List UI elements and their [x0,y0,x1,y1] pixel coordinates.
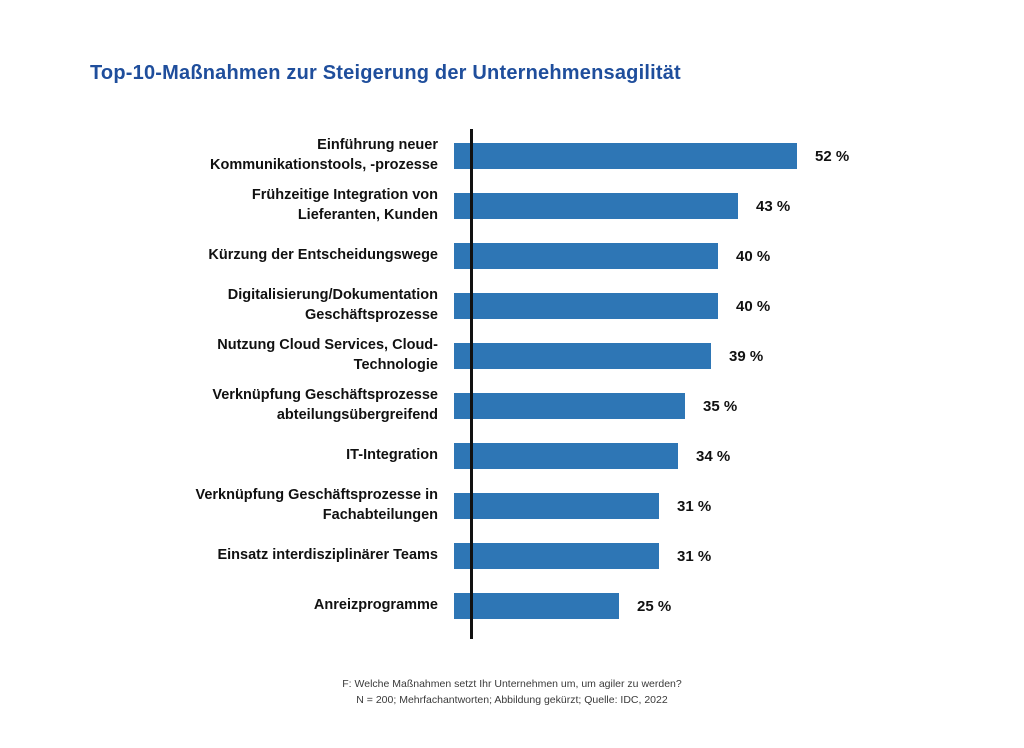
value-label: 39 % [729,347,764,365]
bar [454,343,711,369]
category-label: Kürzung der Entscheidungswege [208,247,438,264]
category-label: Digitalisierung/Dokumentation Geschäftsp… [227,287,438,323]
value-label: 43 % [756,197,791,215]
bar-area: 25 % [454,593,671,619]
bar-area: 31 % [454,493,711,519]
bar-row: Einsatz interdisziplinärer Teams 31 % [99,531,849,581]
category-label: Einsatz interdisziplinärer Teams [217,547,438,564]
category-label: IT-Integration [346,447,438,464]
bar-row: IT-Integration 34 % [99,431,849,481]
bar-chart: Einführung neuer Kommunikationstools, -p… [99,129,849,639]
bar [454,243,718,269]
bar [454,543,659,569]
y-axis-line [470,129,473,639]
footnote-source: N = 200; Mehrfachantworten; Abbildung ge… [356,694,668,707]
bar-row: Einführung neuer Kommunikationstools, -p… [99,131,849,181]
bar-row: Kürzung der Entscheidungswege 40 % [99,231,849,281]
chart-title: Top-10-Maßnahmen zur Steigerung der Unte… [90,62,681,84]
bar-area: 39 % [454,343,763,369]
value-label: 35 % [703,397,738,415]
bar-rows: Einführung neuer Kommunikationstools, -p… [99,129,849,639]
category-label: Frühzeitige Integration von Lieferanten,… [251,187,438,223]
category-label: Nutzung Cloud Services, Cloud- Technolog… [217,337,438,373]
value-label: 25 % [637,597,672,615]
bar [454,443,678,469]
bar [454,393,685,419]
bar-area: 52 % [454,143,849,169]
bar-row: Frühzeitige Integration von Lieferanten,… [99,181,849,231]
category-label: Anreizprogramme [313,597,438,614]
bar-row: Digitalisierung/Dokumentation Geschäftsp… [99,281,849,331]
bar-area: 34 % [454,443,730,469]
bar-area: 40 % [454,243,770,269]
value-label: 52 % [815,147,850,165]
category-label: Einführung neuer Kommunikationstools, -p… [209,137,438,173]
value-label: 31 % [677,497,712,515]
bar [454,493,659,519]
category-label: Verknüpfung Geschäftsprozesse in Fachabt… [195,487,438,523]
bar [454,293,718,319]
bar-row: Nutzung Cloud Services, Cloud- Technolog… [99,331,849,381]
value-label: 34 % [696,447,731,465]
value-label: 40 % [736,247,771,265]
bar [454,193,738,219]
bar [454,593,619,619]
bar-area: 43 % [454,193,790,219]
bar-row: Verknüpfung Geschäftsprozesse abteilungs… [99,381,849,431]
bar-area: 31 % [454,543,711,569]
value-label: 40 % [736,297,771,315]
bar-row: Anreizprogramme 25 % [99,581,849,631]
source-note: F: Welche Maßnahmen setzt Ihr Unternehme… [0,676,1024,709]
footnote-question: F: Welche Maßnahmen setzt Ihr Unternehme… [342,678,682,690]
category-label: Verknüpfung Geschäftsprozesse abteilungs… [212,387,438,423]
bar-area: 40 % [454,293,770,319]
bar-area: 35 % [454,393,737,419]
bar [454,143,797,169]
value-label: 31 % [677,547,712,565]
bar-row: Verknüpfung Geschäftsprozesse in Fachabt… [99,481,849,531]
